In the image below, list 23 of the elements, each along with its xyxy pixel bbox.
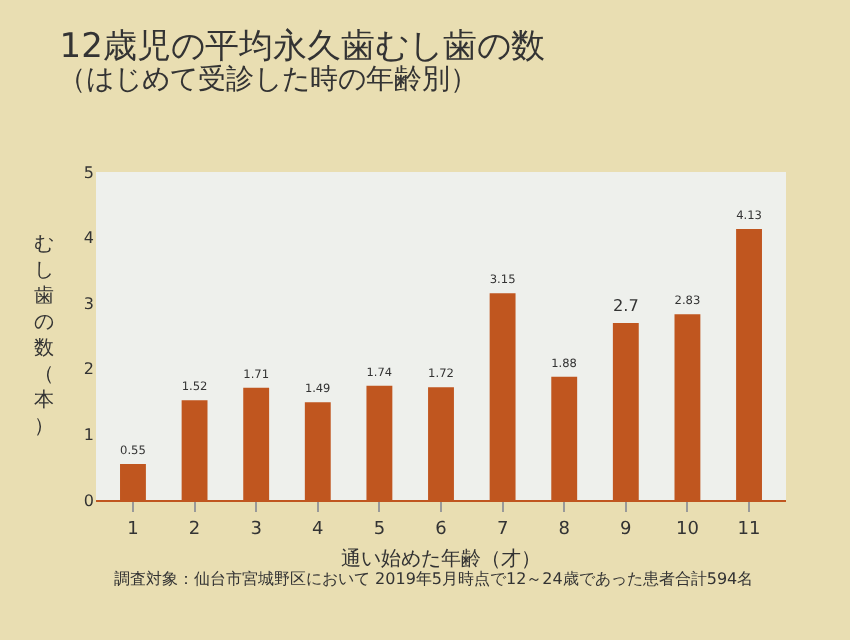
x-tick-label: 1 (127, 519, 139, 540)
y-axis-title: むし歯の数（本） (34, 234, 54, 438)
y-tick-label: 3 (83, 294, 94, 313)
y-tick-label: 2 (83, 360, 94, 379)
x-tick-label: 7 (496, 519, 509, 540)
chart-subtitle: （はじめて受診した時の年齢別） (58, 64, 478, 96)
x-tick-label: 2 (188, 519, 201, 540)
x-tick-label: 10 (675, 519, 700, 540)
chart-title: 12歳児の平均永久歯むし歯の数 (59, 26, 545, 67)
y-tick-label: 1 (83, 426, 94, 444)
y-tick-label: 0 (83, 491, 94, 510)
y-tick-label: 5 (83, 163, 94, 182)
y-tick-label: 4 (83, 229, 94, 248)
x-tick-label: 8 (558, 519, 571, 540)
data-label: 2.7 (612, 295, 639, 316)
x-tick-label: 3 (250, 519, 262, 540)
x-tick-label: 5 (373, 519, 386, 540)
x-axis-title: 通い始めた年齢（才） (341, 546, 541, 571)
x-tick-label: 6 (435, 519, 448, 540)
x-tick-label: 11 (737, 519, 761, 540)
x-tick-label: 4 (312, 519, 325, 540)
text: 調査対象：仙台市宮城野区において 2019年5月時点で12～24歳であった患者合計594名 (114, 570, 754, 588)
x-tick-label: 9 (620, 519, 633, 540)
